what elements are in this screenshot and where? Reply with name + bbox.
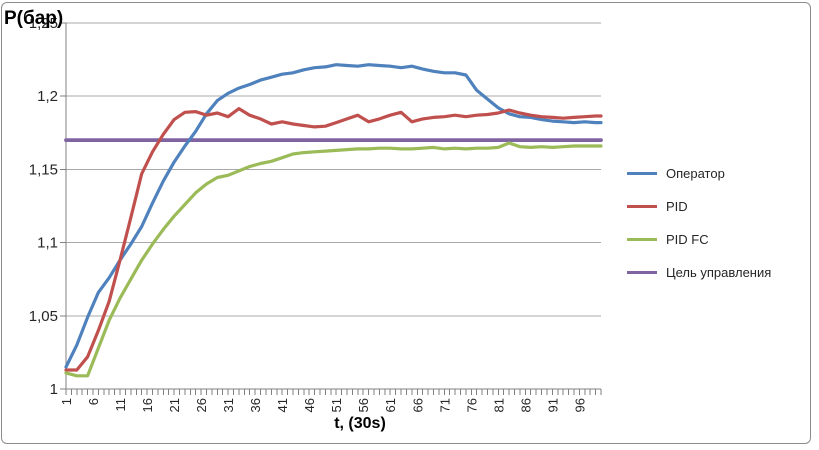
legend-line-swatch-operator: [627, 171, 657, 175]
x-tick-label: 66: [410, 398, 425, 412]
x-tick-label: 36: [248, 398, 263, 412]
x-tick-label: 26: [194, 398, 209, 412]
series-line-pid: [64, 106, 603, 372]
y-tick-label: 1,15: [29, 161, 58, 178]
y-tick-label: 1,25: [29, 15, 58, 32]
legend-label-target: Цель управления: [666, 264, 772, 280]
legend-item-operator: Оператор: [627, 163, 771, 183]
legend-item-target: Цель управления: [627, 262, 771, 282]
x-tick-label: 6: [86, 398, 101, 405]
y-tick-label: 1,05: [29, 308, 58, 325]
legend-line-swatch-pid-fc: [627, 237, 657, 241]
y-axis-title: Р(бар): [4, 8, 64, 29]
y-tick-label: 1,2: [37, 88, 58, 105]
series-line-pid-fc: [64, 141, 603, 378]
x-tick-label: 31: [221, 398, 236, 412]
x-tick-label: 56: [356, 398, 371, 412]
legend-label-pid-fc: PID FC: [666, 231, 709, 247]
x-tick-label: 96: [572, 398, 587, 412]
x-tick-label: 76: [464, 398, 479, 412]
x-tick-label: 61: [383, 398, 398, 412]
legend: Оператор PID PID FC Цель управления: [627, 163, 771, 295]
x-tick-label: 81: [491, 398, 506, 412]
legend-line-swatch-pid: [627, 204, 657, 208]
x-tick-label: 21: [167, 398, 182, 412]
y-tick-label: 1,1: [37, 235, 58, 252]
y-tick-label: 1: [50, 381, 58, 398]
x-tick-label: 11: [113, 398, 128, 412]
chart-frame: [1, 2, 811, 444]
x-tick-label: 51: [329, 398, 344, 412]
x-tick-label: 1: [59, 398, 74, 405]
x-tick-label: 71: [437, 398, 452, 412]
x-tick-label: 91: [545, 398, 560, 412]
x-tick-label: 86: [518, 398, 533, 412]
x-tick-label: 46: [302, 398, 317, 412]
x-tick-label: 41: [275, 398, 290, 412]
legend-line-swatch-target: [627, 270, 657, 274]
legend-label-operator: Оператор: [666, 165, 725, 181]
x-axis-title: t, (30s): [334, 415, 386, 432]
x-tick-label: 16: [140, 398, 155, 412]
legend-item-pid: PID: [627, 196, 771, 216]
legend-label-pid: PID: [666, 198, 688, 214]
series-line-operator: [64, 63, 603, 369]
legend-item-pid-fc: PID FC: [627, 229, 771, 249]
